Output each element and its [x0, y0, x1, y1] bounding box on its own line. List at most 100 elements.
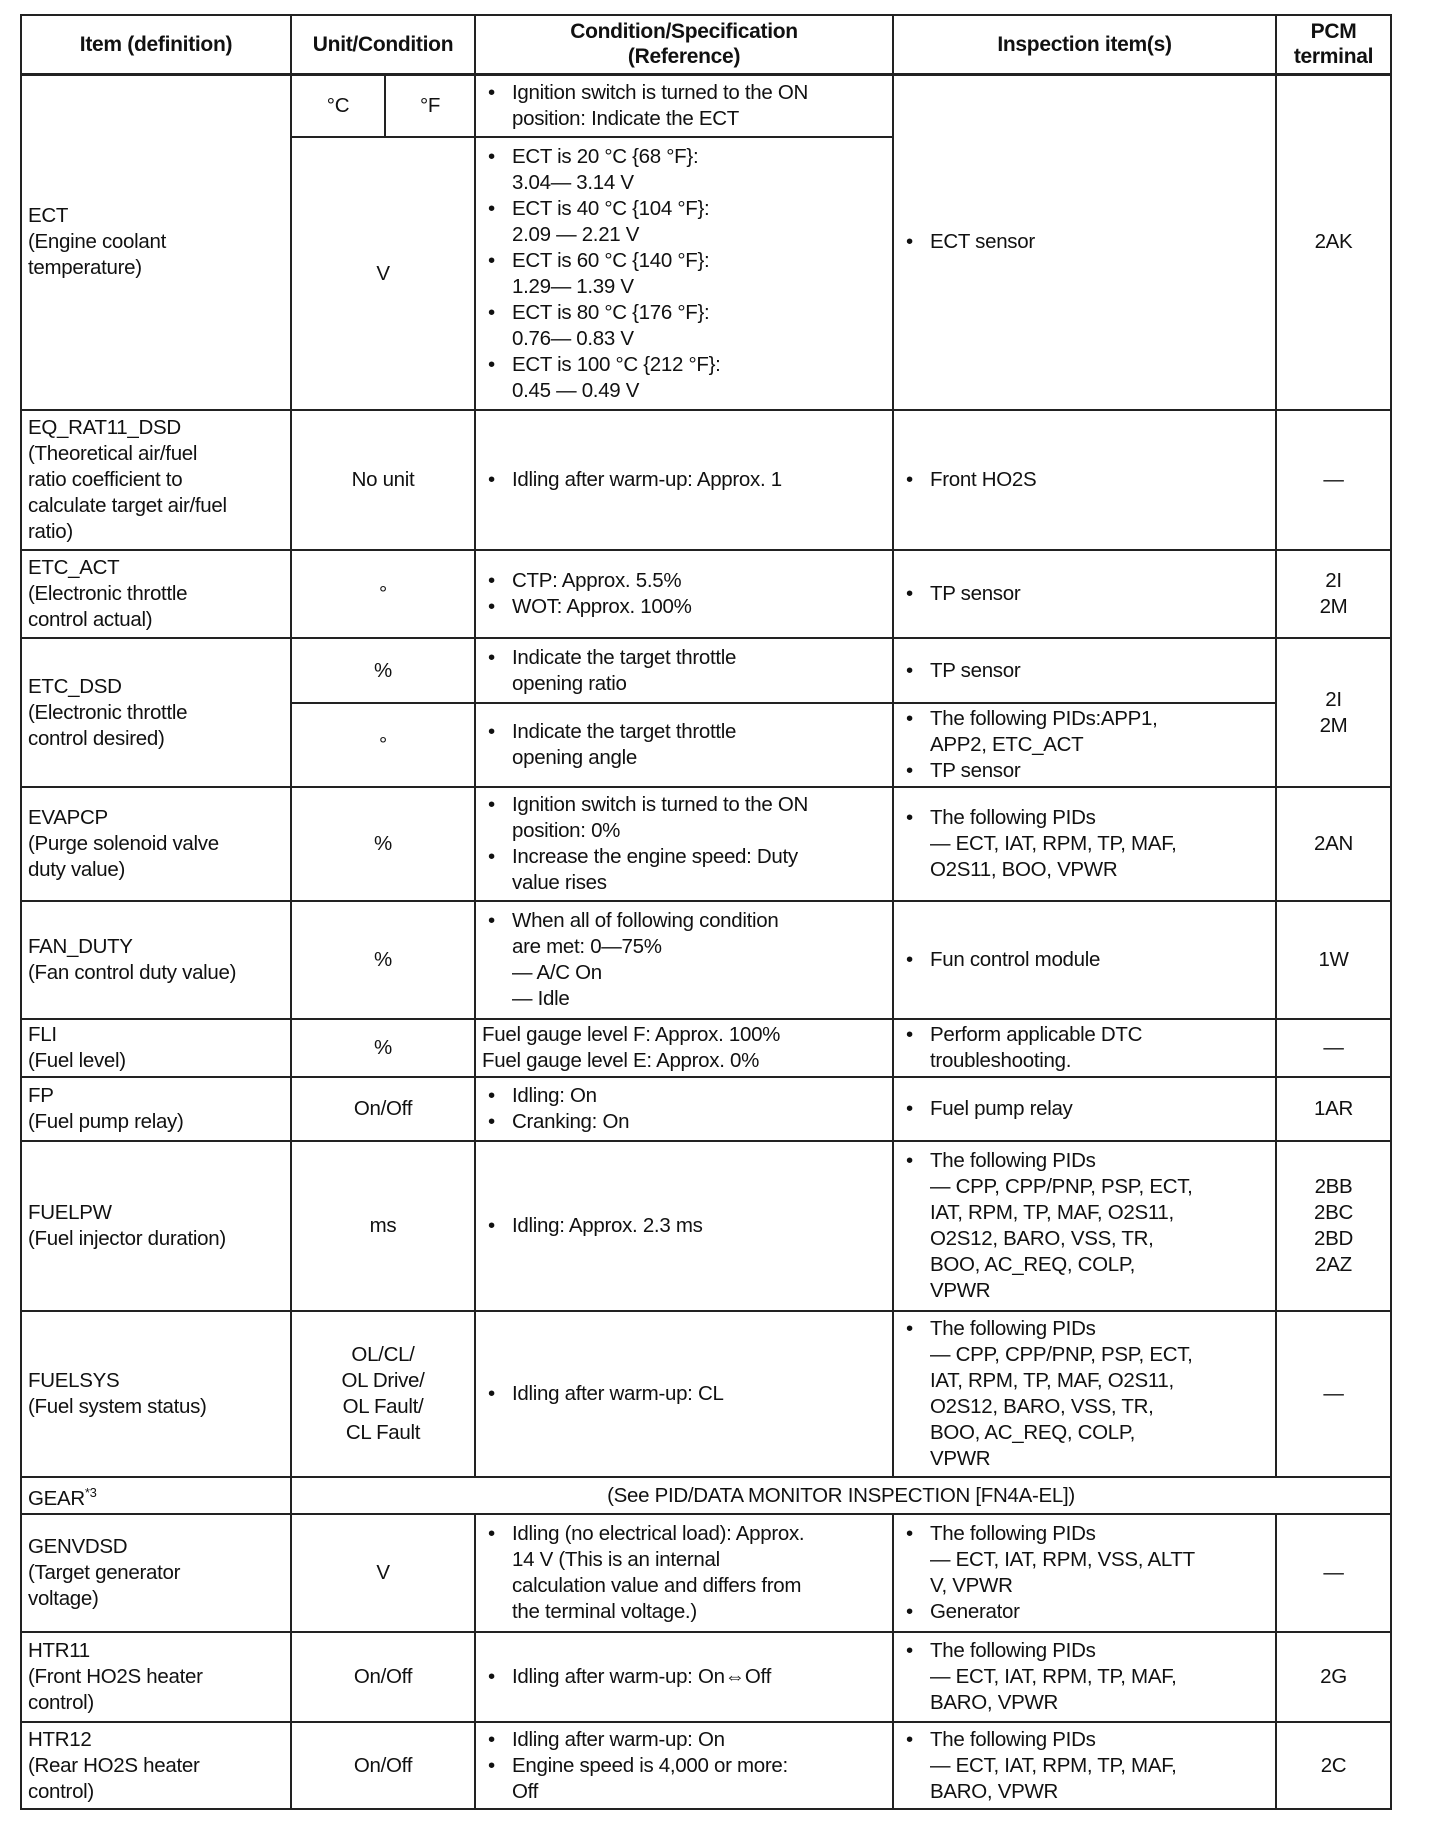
inspection-cell: Perform applicable DTC troubleshooting. [892, 1018, 1278, 1078]
table-row: FUELSYS (Fuel system status) OL/CL/ OL Dr… [20, 1310, 1393, 1478]
column-header: Condition/Specification (Reference) [474, 14, 895, 76]
column-header: PCM terminal [1275, 14, 1393, 76]
table-row: FUELPW (Fuel injector duration) msIdling:… [20, 1140, 1393, 1312]
condition-cell: Idling after warm-up: Approx. 1 [474, 409, 895, 551]
inspection-cell: Front HO2S [892, 409, 1278, 551]
bullet-item: ECT sensor [900, 229, 1269, 255]
pcm-terminal: — [1275, 1310, 1393, 1478]
table-row: ECT (Engine coolant temperature) °C°FIgni… [20, 73, 1393, 411]
condition-cell: Idling after warm-up: On⇔Off [474, 1631, 895, 1723]
item-name: FUELSYS (Fuel system status) [28, 1369, 207, 1418]
table-row: ETC_ACT (Electronic throttle control act… [20, 549, 1393, 639]
pcm-terminal: 2BB 2BC 2BD 2AZ [1275, 1140, 1393, 1312]
bullet-item: Fuel pump relay [900, 1096, 1269, 1122]
column-header: Inspection item(s) [892, 14, 1278, 76]
bullet-item: ECT is 20 °C {68 °F}: 3.04— 3.14 V [482, 144, 886, 196]
inspection-cell: The following PIDs — CPP, CPP/PNP, PSP, … [892, 1310, 1278, 1478]
bullet-item: Engine speed is 4,000 or more: Off [482, 1753, 886, 1805]
item-name: FP (Fuel pump relay) [28, 1084, 184, 1133]
bullet-item: Fun control module [900, 947, 1269, 973]
bullet-item: Increase the engine speed: Duty value ri… [482, 844, 886, 896]
column-header: Unit/Condition [289, 14, 477, 76]
bullet-item: Idling (no electrical load): Approx. 14 … [482, 1521, 886, 1625]
condition-cell: Idling after warm-up: CL [474, 1310, 895, 1478]
bullet-item: CTP: Approx. 5.5% [482, 568, 886, 594]
condition-cell: Ignition switch is turned to the ON posi… [474, 786, 895, 902]
bullet-item: Indicate the target throttle opening rat… [482, 645, 886, 697]
bullet-item: ECT is 60 °C {140 °F}: 1.29— 1.39 V [482, 248, 886, 300]
bullet-item: The following PIDs — CPP, CPP/PNP, PSP, … [900, 1148, 1269, 1304]
item-definition: HTR11 (Front HO2S heater control) [20, 1631, 292, 1723]
item-name: ETC_ACT (Electronic throttle control act… [28, 556, 188, 631]
item-name: EVAPCP (Purge solenoid valve duty value) [28, 806, 219, 881]
condition-cell: Idling: OnCranking: On [474, 1076, 895, 1142]
bullet-item: Idling: Approx. 2.3 ms [482, 1213, 886, 1239]
unit-cell: V [289, 1513, 477, 1633]
pcm-terminal: 2AN [1275, 786, 1393, 902]
column-header: Item (definition) [20, 14, 292, 76]
bullet-item: Idling after warm-up: On [482, 1727, 886, 1753]
bullet-item: When all of following condition are met:… [482, 908, 886, 1012]
bullet-item: Indicate the target throttle opening ang… [482, 719, 886, 771]
item-definition: GENVDSD (Target generator voltage) [20, 1513, 292, 1633]
bullet-item: Front HO2S [900, 467, 1269, 493]
pcm-terminal: 2I 2M [1275, 549, 1393, 639]
item-name: HTR12 (Rear HO2S heater control) [28, 1727, 200, 1803]
footnote-marker: *3 [84, 1484, 97, 1500]
bullet-item: ECT is 40 °C {104 °F}: 2.09 — 2.21 V [482, 196, 886, 248]
table-row: °Indicate the target throttle opening an… [21, 702, 1391, 788]
item-definition: EQ_RAT11_DSD (Theoretical air/fuel ratio… [20, 409, 292, 551]
bullet-item: The following PIDs — CPP, CPP/PNP, PSP, … [900, 1316, 1269, 1472]
item-name: GENVDSD (Target generator voltage) [28, 1535, 181, 1610]
unit-cell: On/Off [289, 1721, 477, 1810]
table-row: GEAR*3 (See PID/DATA MONITOR INSPECTION [… [20, 1476, 1393, 1515]
table-row: GENVDSD (Target generator voltage) VIdlin… [20, 1513, 1393, 1633]
unit-cell: °F [383, 73, 477, 138]
unit-cell: OL/CL/ OL Drive/ OL Fault/ CL Fault [289, 1310, 477, 1478]
pcm-terminal: — [1275, 1513, 1393, 1633]
item-definition: FUELPW (Fuel injector duration) [20, 1140, 292, 1312]
item-definition: FUELSYS (Fuel system status) [20, 1310, 292, 1478]
pcm-terminal: 2I 2M [1275, 637, 1393, 788]
condition-cell: Fuel gauge level F: Approx. 100% Fuel ga… [474, 1018, 895, 1078]
unit-cell: % [289, 786, 477, 902]
bullet-item: Generator [900, 1599, 1269, 1625]
table-row: FP (Fuel pump relay) On/OffIdling: OnCran… [20, 1076, 1393, 1142]
table-row: EVAPCP (Purge solenoid valve duty value)… [20, 786, 1393, 902]
condition-cell: When all of following condition are met:… [474, 900, 895, 1020]
unit-cell: V [289, 136, 477, 411]
bullet-item: TP sensor [900, 581, 1269, 607]
bullet-item: The following PIDs — ECT, IAT, RPM, TP, … [900, 1727, 1269, 1805]
unit-cell: No unit [289, 409, 477, 551]
table-row: ETC_DSD (Electronic throttle control des… [20, 637, 1393, 788]
item-name: ETC_DSD (Electronic throttle control des… [28, 674, 188, 750]
unit-cell: ° [289, 702, 477, 788]
condition-cell: Indicate the target throttle opening rat… [474, 637, 895, 704]
item-definition: FLI (Fuel level) [20, 1018, 292, 1078]
inspection-cell: The following PIDs — ECT, IAT, RPM, TP, … [892, 1631, 1278, 1723]
item-definition: HTR12 (Rear HO2S heater control) [20, 1721, 292, 1810]
table-row: HTR12 (Rear HO2S heater control) On/OffId… [20, 1721, 1393, 1810]
bullet-item: Perform applicable DTC troubleshooting. [900, 1022, 1269, 1074]
pcm-terminal: 2G [1275, 1631, 1393, 1723]
condition-cell: Idling: Approx. 2.3 ms [474, 1140, 895, 1312]
table-row: FLI (Fuel level)% Fuel gauge level F: App… [20, 1018, 1393, 1078]
bullet-item: Idling: On [482, 1083, 886, 1109]
inspection-cell: The following PIDs — ECT, IAT, RPM, TP, … [892, 1721, 1278, 1810]
bullet-item: Idling after warm-up: On⇔Off [482, 1664, 886, 1690]
item-name: ECT (Engine coolant temperature) [28, 204, 166, 280]
item-definition: ETC_ACT (Electronic throttle control act… [20, 549, 292, 639]
unit-cell: On/Off [289, 1076, 477, 1142]
bullet-item: Idling after warm-up: Approx. 1 [482, 467, 886, 493]
condition-cell: CTP: Approx. 5.5%WOT: Approx. 100% [474, 549, 895, 639]
inspection-cell: TP sensor [892, 637, 1278, 704]
table-row: VECT is 20 °C {68 °F}: 3.04— 3.14 VECT i… [21, 136, 1391, 411]
condition-cell: Indicate the target throttle opening ang… [474, 702, 895, 788]
item-name: GEAR [28, 1486, 85, 1510]
pcm-terminal: 2C [1275, 1721, 1393, 1810]
unit-cell: % [289, 637, 477, 704]
condition-cell: Idling after warm-up: OnEngine speed is … [474, 1721, 895, 1810]
bullet-item: TP sensor [900, 758, 1269, 784]
item-name: HTR11 (Front HO2S heater control) [28, 1639, 203, 1714]
item-definition: FAN_DUTY (Fan control duty value) [20, 900, 292, 1020]
